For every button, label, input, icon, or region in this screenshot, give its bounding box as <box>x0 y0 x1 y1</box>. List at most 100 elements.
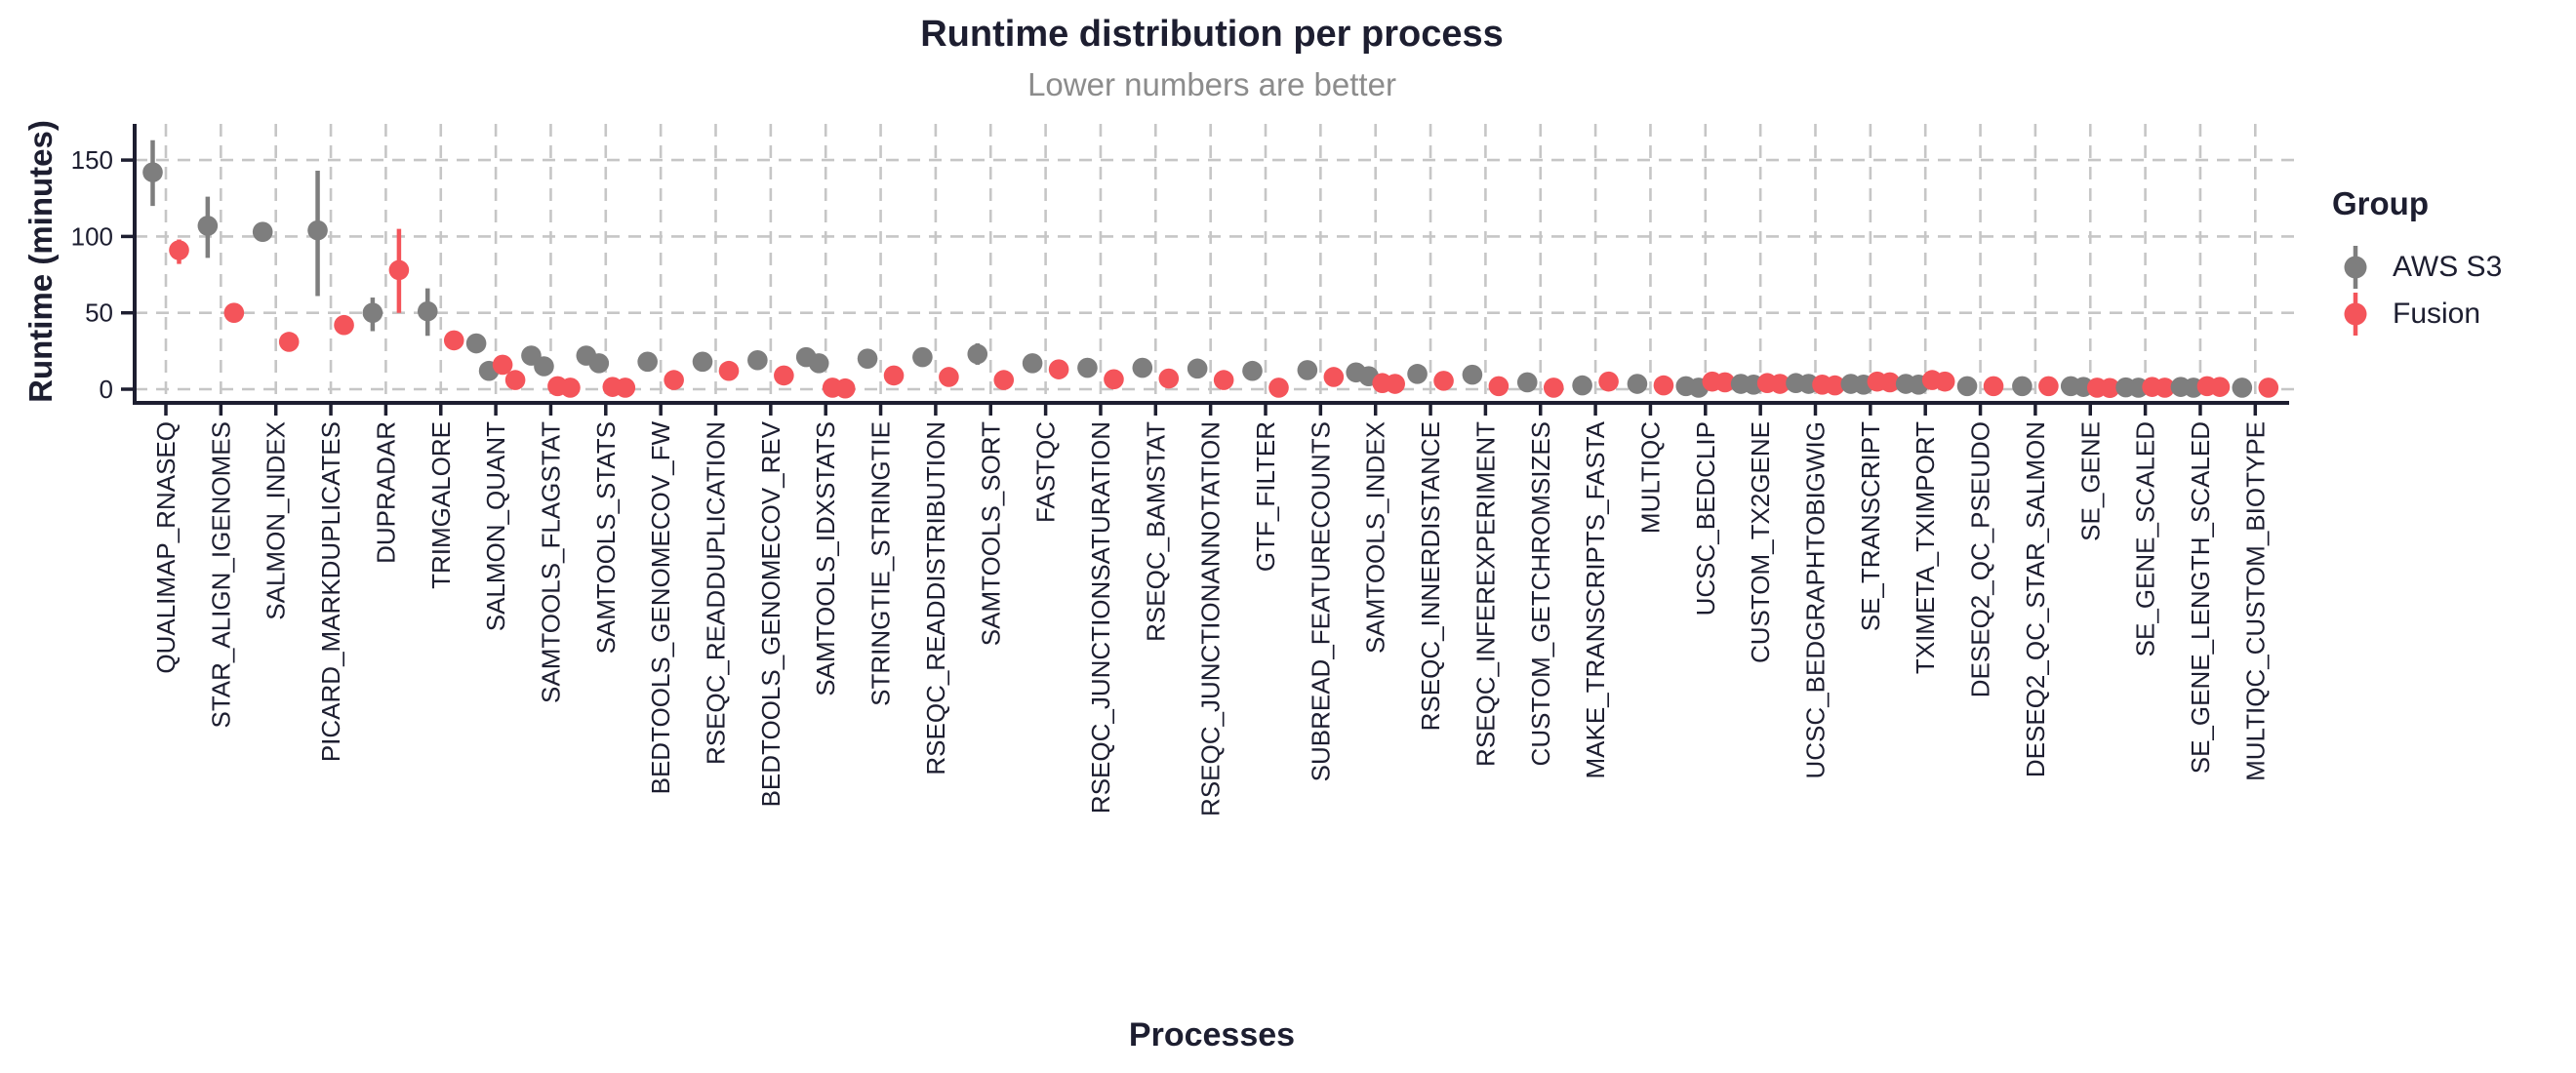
point-fusion <box>1769 374 1791 394</box>
y-tick-label: 0 <box>100 375 113 404</box>
point-fusion <box>560 378 581 398</box>
point-fusion <box>1213 370 1234 390</box>
x-tick-label: SE_GENE <box>2075 421 2105 541</box>
x-tick-label: STRINGTIE_STRINGTIE <box>866 421 896 706</box>
point-aws-s3 <box>808 353 829 374</box>
point-aws-s3 <box>1242 360 1263 381</box>
x-tick-label: CUSTOM_TX2GENE <box>1746 421 1775 663</box>
point-fusion <box>1825 375 1845 396</box>
x-tick-label: FASTQC <box>1031 421 1061 523</box>
x-tick-label: UCSC_BEDCLIP <box>1691 421 1720 616</box>
x-tick-label: SAMTOOLS_STATS <box>591 421 621 654</box>
x-tick-label: MULTIQC_CUSTOM_BIOTYPE <box>2240 421 2270 781</box>
point-fusion <box>939 367 959 387</box>
x-tick-label: RSEQC_JUNCTIONANNOTATION <box>1196 421 1226 816</box>
point-aws-s3 <box>1077 357 1098 378</box>
point-fusion <box>883 365 905 386</box>
legend-label-fusion: Fusion <box>2393 298 2481 330</box>
point-fusion <box>1104 369 1124 390</box>
point-fusion <box>504 370 526 390</box>
point-fusion <box>2038 376 2059 397</box>
point-fusion <box>223 302 245 324</box>
x-tick-label: CUSTOM_GETCHROMSIZES <box>1526 421 1555 766</box>
point-fusion <box>1488 376 1509 397</box>
point-aws-s3 <box>1132 357 1153 378</box>
x-tick-label: BEDTOOLS_GENOMECOV_REV <box>756 420 785 807</box>
x-tick-label: SE_TRANSCRIPT <box>1856 421 1885 631</box>
point-fusion <box>774 365 794 386</box>
point-aws-s3 <box>1187 358 1208 379</box>
fusion-key-icon <box>2344 293 2367 336</box>
y-tick-label: 50 <box>85 298 113 328</box>
point-aws-s3 <box>1462 364 1483 385</box>
point-fusion <box>1934 371 1955 392</box>
y-tick-label: 150 <box>71 145 113 175</box>
point-aws-s3 <box>252 221 273 243</box>
legend-label-aws-s3: AWS S3 <box>2393 251 2503 283</box>
x-tick-label: MAKE_TRANSCRIPTS_FASTA <box>1581 420 1610 778</box>
x-tick-label: UCSC_BEDGRAPHTOBIGWIG <box>1801 421 1831 778</box>
x-tick-label: DESEQ2_QC_PSEUDO <box>1966 421 1995 697</box>
point-aws-s3 <box>2012 376 2033 397</box>
point-fusion <box>1385 374 1405 394</box>
aws-s3-key-icon <box>2344 246 2367 289</box>
point-aws-s3 <box>747 349 768 371</box>
x-tick-label: SUBREAD_FEATURECOUNTS <box>1306 421 1335 781</box>
point-fusion <box>2258 378 2279 398</box>
point-fusion <box>834 378 856 399</box>
point-fusion <box>1598 371 1619 392</box>
x-tick-label: RSEQC_READDISTRIBUTION <box>921 421 950 775</box>
point-fusion <box>443 330 464 351</box>
point-fusion <box>1653 375 1674 396</box>
point-aws-s3 <box>465 333 487 354</box>
x-tick-label: PICARD_MARKDUPLICATES <box>316 421 345 762</box>
x-tick-label: SAMTOOLS_SORT <box>976 421 1005 646</box>
point-fusion <box>278 332 300 352</box>
point-fusion <box>388 259 410 281</box>
point-fusion <box>2209 377 2231 397</box>
x-tick-label: TXIMETA_TXIMPORT <box>1911 421 1940 674</box>
point-fusion <box>615 378 636 398</box>
point-aws-s3 <box>2232 378 2253 398</box>
point-aws-s3 <box>1956 376 1978 397</box>
legend: Group AWS S3 Fusion <box>2332 185 2502 338</box>
point-fusion <box>334 314 354 336</box>
point-fusion <box>718 360 740 381</box>
legend-item-fusion: Fusion <box>2332 291 2502 338</box>
point-aws-s3 <box>1572 375 1592 396</box>
point-aws-s3 <box>362 302 383 324</box>
x-tick-label: DESEQ2_QC_STAR_SALMON <box>2021 421 2050 777</box>
x-tick-label: RSEQC_INFEREXPERIMENT <box>1470 421 1500 767</box>
point-aws-s3 <box>307 219 328 241</box>
point-fusion <box>2154 378 2175 398</box>
legend-item-aws-s3: AWS S3 <box>2332 244 2502 291</box>
point-aws-s3 <box>857 348 878 369</box>
x-tick-label: SAMTOOLS_INDEX <box>1361 421 1390 654</box>
point-fusion <box>664 370 684 390</box>
x-tick-label: DUPRADAR <box>371 421 400 564</box>
x-tick-label: RSEQC_JUNCTIONSATURATION <box>1086 421 1115 814</box>
point-aws-s3 <box>967 343 988 365</box>
point-fusion <box>1268 378 1289 398</box>
point-aws-s3 <box>534 356 554 377</box>
point-fusion <box>169 240 189 260</box>
point-aws-s3 <box>1297 360 1318 380</box>
point-fusion <box>1323 367 1345 387</box>
point-aws-s3 <box>692 351 713 373</box>
point-aws-s3 <box>142 162 163 182</box>
point-aws-s3 <box>417 300 438 322</box>
x-tick-label: QUALIMAP_RNASEQ <box>151 421 181 674</box>
x-tick-label: SALMON_INDEX <box>262 421 291 620</box>
legend-title: Group <box>2332 185 2429 221</box>
point-aws-s3 <box>912 346 933 368</box>
point-fusion <box>1158 368 1180 389</box>
point-fusion <box>2099 378 2120 399</box>
chart-subtitle: Lower numbers are better <box>1027 66 1396 102</box>
chart-title: Runtime distribution per process <box>920 14 1504 55</box>
y-tick-label: 100 <box>71 221 113 251</box>
x-tick-label: SALMON_QUANT <box>481 421 510 631</box>
point-aws-s3 <box>588 353 610 374</box>
point-fusion <box>993 370 1015 390</box>
